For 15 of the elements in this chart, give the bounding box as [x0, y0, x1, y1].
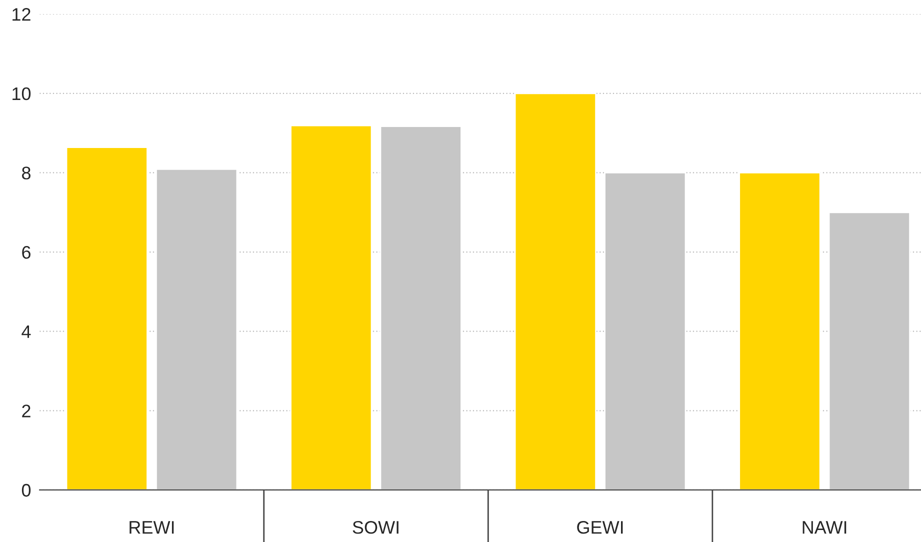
- y-tick-label: 6: [22, 246, 30, 259]
- bar: [514, 92, 596, 490]
- y-tick-label: 8: [22, 166, 30, 180]
- y-tick-label: 2: [22, 404, 30, 418]
- y-tick-label: 4: [22, 325, 31, 338]
- x-tick-label: REWI: [130, 521, 174, 534]
- x-tick-label: SOWI: [352, 521, 398, 534]
- bar: [66, 146, 148, 490]
- x-tick-label: GEWI: [577, 521, 623, 534]
- bar: [738, 172, 821, 490]
- y-tick-label: 12: [12, 8, 30, 21]
- y-tick-label: 0: [22, 484, 31, 497]
- y-tick-label: 10: [12, 87, 31, 100]
- x-tick-label: NAWI: [802, 521, 846, 534]
- bar: [290, 124, 372, 490]
